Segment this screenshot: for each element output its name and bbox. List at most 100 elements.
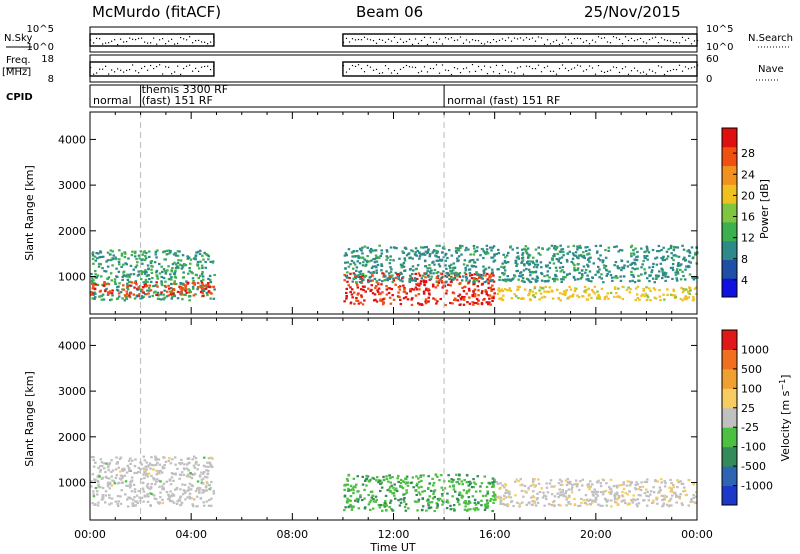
power-cell-band-3: [581, 255, 584, 258]
velocity-cell-band-0: [200, 471, 203, 474]
power-cell-band-2: [490, 289, 493, 292]
power-cell-band-2: [402, 284, 405, 287]
velocity-cell-band-0: [101, 496, 105, 499]
velocity-cell-band-2: [515, 478, 518, 481]
velocity-cell-band-2: [589, 480, 592, 483]
velocity-cell-band-2: [499, 501, 502, 504]
velocity-cell-band-1: [456, 500, 460, 504]
power-cell-band-0: [173, 261, 176, 264]
power-cell-band-2: [391, 294, 394, 297]
velocity-cell-band-2: [567, 494, 571, 497]
power-cell-band-4: [569, 288, 573, 291]
power-cell-band-3: [633, 281, 637, 284]
power-cell-band-2: [459, 282, 462, 285]
velocity-cell-band-0: [207, 465, 210, 468]
power-cell-band-1: [136, 287, 139, 290]
velocity-cell-band-1: [472, 486, 475, 489]
velocity-cell-band-0: [120, 478, 123, 481]
velocity-cell-band-0: [146, 493, 149, 496]
velocity-cell-band-1: [401, 487, 405, 490]
nsearch-point: [372, 40, 375, 42]
nave-point: [399, 68, 402, 70]
power-cell-band-3: [688, 273, 692, 276]
power-cell-band-3: [647, 251, 651, 254]
power-cell-band-1: [94, 283, 98, 286]
power-cell-band-3: [626, 260, 630, 263]
velocity-cell-band-2: [559, 494, 562, 497]
power-cell-band-3: [537, 252, 540, 255]
power-cell-band-2: [367, 279, 370, 282]
velocity-cell-band-2: [497, 496, 501, 499]
velocity-cell-band-1: [429, 506, 433, 509]
power-cell-band-3: [604, 256, 608, 259]
velocity-cell-band-0: [186, 489, 189, 492]
power-cell-band-2: [390, 288, 393, 291]
power-cell-band-3: [360, 249, 363, 252]
nsearch-point: [525, 37, 528, 39]
velocity-cell-band-0: [188, 461, 191, 464]
power-cell-band-3: [548, 266, 552, 270]
power-cell-band-3: [595, 251, 599, 254]
power-cell-band-3: [376, 263, 380, 267]
power-cell-band-1: [149, 289, 153, 292]
power-cell-band-3: [576, 267, 580, 270]
velocity-cell-band-2: [504, 503, 507, 506]
velocity-cell-band-1: [431, 477, 434, 480]
power-cell-band-3: [380, 264, 383, 267]
velocity-cell-band-0: [207, 504, 211, 507]
nave-point: [129, 69, 131, 71]
velocity-cell-band-1: [452, 508, 455, 511]
power-cell-band-4: [603, 296, 607, 299]
velocity-cell-band-0: [188, 495, 191, 498]
velocity-cell-band-0: [156, 501, 160, 504]
nsearch-point: [480, 42, 483, 44]
power-cell-band-3: [505, 254, 509, 257]
power-cell-band-3: [371, 265, 375, 268]
power-cell-band-3: [392, 259, 395, 262]
power-cell-band-2: [381, 291, 384, 294]
power-cell-band-1: [212, 285, 215, 288]
power-cell-band-2: [458, 293, 462, 296]
nave-point: [609, 69, 612, 71]
power-cell-band-3: [487, 266, 491, 269]
velocity-cell-band-2: [518, 502, 522, 505]
power-cell-band-3: [497, 248, 500, 251]
power-cell-band-3: [426, 270, 429, 273]
power-cell-band-4: [673, 294, 677, 297]
nave-point: [525, 65, 528, 67]
velocity-cell-band-2: [532, 490, 535, 493]
power-cell-band-3: [435, 251, 439, 254]
power-cell-band-0: [124, 274, 127, 277]
velocity-cell-band-1: [480, 504, 483, 507]
velocity-cell-band-1: [417, 500, 420, 503]
velocity-cell-band-2: [508, 491, 511, 494]
power-cell-band-3: [516, 251, 519, 254]
nsearch-point: [564, 36, 567, 38]
nave-point: [594, 73, 597, 75]
power-cell-band-3: [540, 266, 543, 269]
velocity-cell-band-1: [389, 481, 393, 484]
velocity-cell-band-0: [164, 460, 168, 463]
velocity-cell-band-1: [375, 479, 378, 482]
power-cell-band-3: [452, 278, 455, 281]
power-cell-band-3: [497, 268, 500, 271]
velocity-cell-band-2: [643, 480, 647, 483]
power-cell-band-3: [582, 265, 586, 268]
velocity-cell-band-1: [484, 505, 487, 508]
velocity-cell-band-2: [585, 503, 589, 506]
power-cell-band-4: [538, 298, 541, 301]
power-cell-band-2: [439, 297, 442, 301]
power-cell-band-4: [501, 289, 505, 292]
nave-point: [405, 64, 408, 67]
nave-point: [549, 70, 552, 72]
power-cell-band-3: [501, 272, 504, 275]
velocity-cell-band-0: [100, 461, 104, 464]
power-cell-band-4: [609, 291, 613, 294]
power-cell-band-1: [122, 288, 126, 291]
power-cell-band-3: [397, 278, 400, 281]
velocity-cell-band-2: [613, 498, 617, 501]
velocity-cell-band-1: [364, 506, 367, 509]
y-tick-label: 3000: [58, 385, 86, 398]
nsearch-point: [393, 36, 396, 38]
nsearch-point: [369, 39, 372, 41]
